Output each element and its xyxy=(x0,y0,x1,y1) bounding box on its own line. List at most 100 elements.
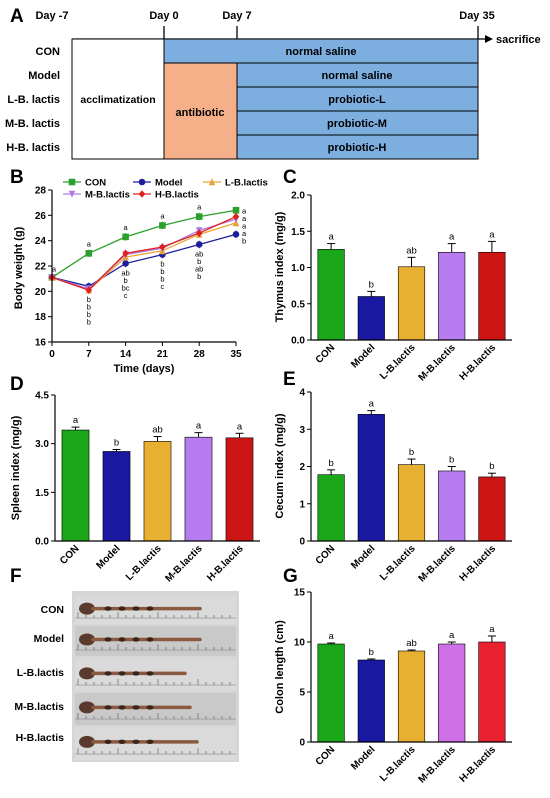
bar xyxy=(317,474,345,542)
treatment-label: probiotic-M xyxy=(327,118,387,130)
panel-e: E 0 1 2 3 4 b CON a Model b L-B.lactis b M-B.lactis b… xyxy=(274,369,512,585)
category-label: CON xyxy=(58,543,82,567)
category-label: M-B.lactis xyxy=(417,342,458,383)
x-tick-label: 0 xyxy=(49,349,55,360)
category-label: M-B.lactis xyxy=(417,543,458,584)
colon-length-chart: 0 5 10 15 a CON b Model ab L-B.lactis a M-B.lactis a… xyxy=(274,588,512,786)
y-tick-label: 1 xyxy=(299,499,305,510)
significance-letter: b xyxy=(160,275,164,284)
series-line xyxy=(51,216,237,291)
y-tick-label: 3.0 xyxy=(35,439,49,450)
y-tick-label: 0.5 xyxy=(291,299,305,310)
significance-letter: a xyxy=(52,264,57,273)
category-label: L-B.lactis xyxy=(378,543,418,583)
y-axis-label: Body weight (g) xyxy=(13,226,25,309)
fecal-pellet xyxy=(118,739,126,745)
panel-f: F CON Model L-B.lactis M-B.lactis H-B.la… xyxy=(10,566,239,762)
timeline-day-label: Day -7 xyxy=(35,10,68,22)
panel-letter-c: C xyxy=(283,167,297,188)
antibiotic-label: antibiotic xyxy=(176,107,225,119)
category-label: H-B.lactis xyxy=(458,543,499,584)
fecal-pellet xyxy=(118,606,126,611)
colon-photo-label: L-B.lactis xyxy=(17,667,64,679)
thymus-index-chart: 0.0 0.5 1.0 1.5 2.0 a CON b Model ab L-B.lactis a M-… xyxy=(274,191,512,384)
series-line xyxy=(51,209,237,278)
significance-letter: ab xyxy=(406,245,417,256)
fecal-pellet xyxy=(118,671,126,676)
category-label: L-B.lactis xyxy=(378,342,418,382)
data-point xyxy=(159,243,166,251)
bar xyxy=(397,650,426,743)
significance-letter: b xyxy=(242,236,246,245)
category-label: CON xyxy=(314,543,338,567)
legend-label: L-B.lactis xyxy=(225,178,268,189)
data-point xyxy=(195,229,203,237)
significance-letter: b xyxy=(197,272,201,281)
data-point xyxy=(122,260,129,267)
data-point xyxy=(232,231,240,238)
bar xyxy=(61,429,90,542)
fecal-pellet xyxy=(146,637,154,642)
significance-letter: b xyxy=(114,438,119,449)
legend-label: Model xyxy=(155,178,182,189)
x-tick-label: 14 xyxy=(120,349,132,360)
category-label: L-B.lactis xyxy=(378,744,418,784)
fecal-pellet xyxy=(132,637,140,642)
y-tick-label: 4.5 xyxy=(35,391,49,402)
bar xyxy=(102,451,131,542)
data-point xyxy=(138,178,146,186)
cecum xyxy=(79,667,95,680)
panel-letter-b: B xyxy=(10,167,24,188)
bar xyxy=(438,643,466,743)
x-axis-label: Time (days) xyxy=(114,363,175,375)
panel-c: C 0.0 0.5 1.0 1.5 2.0 a CON b Model ab L-B.lactis a… xyxy=(274,167,512,384)
significance-letter: b xyxy=(489,461,494,472)
fecal-pellet xyxy=(132,739,140,745)
significance-letter: a xyxy=(242,214,247,223)
y-axis-label: Cecum index (mg/g) xyxy=(274,413,286,518)
significance-letter: a xyxy=(237,421,243,432)
category-label: Model xyxy=(94,543,122,571)
significance-letter: a xyxy=(242,206,247,215)
y-tick-label: 24 xyxy=(35,236,47,247)
panel-letter-f: F xyxy=(10,566,22,587)
y-tick-label: 5 xyxy=(299,688,305,699)
y-axis-label: Colon length (cm) xyxy=(274,620,286,714)
significance-letter: b xyxy=(160,260,164,269)
y-tick-label: 1.5 xyxy=(35,488,49,499)
bar xyxy=(397,464,426,542)
series-line xyxy=(51,233,237,287)
category-label: H-B.lactis xyxy=(458,342,499,383)
timeline-day-label: Day 0 xyxy=(149,10,178,22)
data-point xyxy=(85,286,93,294)
group-label: M-B. lactis xyxy=(5,118,60,130)
y-tick-label: 0.0 xyxy=(35,537,49,548)
significance-letter: b xyxy=(449,455,454,466)
significance-letter: b xyxy=(87,318,91,327)
bar xyxy=(478,476,506,542)
significance-letter: bc xyxy=(122,283,130,292)
colon-photo xyxy=(75,596,236,760)
data-point xyxy=(68,190,76,198)
fecal-pellet xyxy=(104,739,112,745)
treatment-label: probiotic-H xyxy=(328,142,387,154)
bar xyxy=(478,641,506,743)
series-line xyxy=(51,218,237,290)
cecum xyxy=(79,701,95,714)
y-tick-label: 22 xyxy=(35,262,47,273)
bar xyxy=(438,470,466,542)
significance-letter: a xyxy=(449,630,455,641)
significance-letter: a xyxy=(489,229,495,240)
timeline-arrowhead xyxy=(485,35,493,43)
significance-letter: ab xyxy=(152,425,163,436)
fecal-pellet xyxy=(104,671,112,676)
category-label: Model xyxy=(349,543,377,571)
significance-letter: b xyxy=(197,257,201,266)
significance-letter: c xyxy=(161,282,165,291)
timeline-day-label: Day 7 xyxy=(222,10,251,22)
y-tick-label: 18 xyxy=(35,312,47,323)
group-label: CON xyxy=(36,46,61,58)
significance-letter: a xyxy=(369,399,375,410)
data-point xyxy=(122,233,129,241)
treatment-label: normal saline xyxy=(286,46,357,58)
